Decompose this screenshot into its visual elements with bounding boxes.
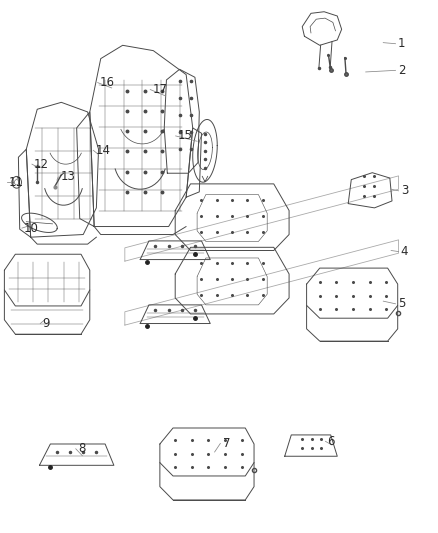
- Text: 9: 9: [42, 317, 50, 330]
- Text: 16: 16: [100, 76, 115, 89]
- Text: 5: 5: [398, 297, 405, 310]
- Text: 15: 15: [178, 130, 193, 142]
- Text: 4: 4: [401, 245, 408, 258]
- Text: 11: 11: [9, 176, 24, 189]
- Text: 1: 1: [398, 37, 405, 50]
- Text: 6: 6: [328, 435, 335, 448]
- Text: 10: 10: [24, 222, 39, 235]
- Text: 12: 12: [34, 158, 49, 171]
- Text: 7: 7: [223, 437, 230, 450]
- Text: 3: 3: [401, 184, 408, 197]
- Text: 13: 13: [60, 171, 75, 183]
- Text: 14: 14: [95, 144, 110, 157]
- Text: 17: 17: [152, 83, 167, 96]
- Text: 2: 2: [398, 64, 405, 77]
- Text: 8: 8: [78, 442, 85, 455]
